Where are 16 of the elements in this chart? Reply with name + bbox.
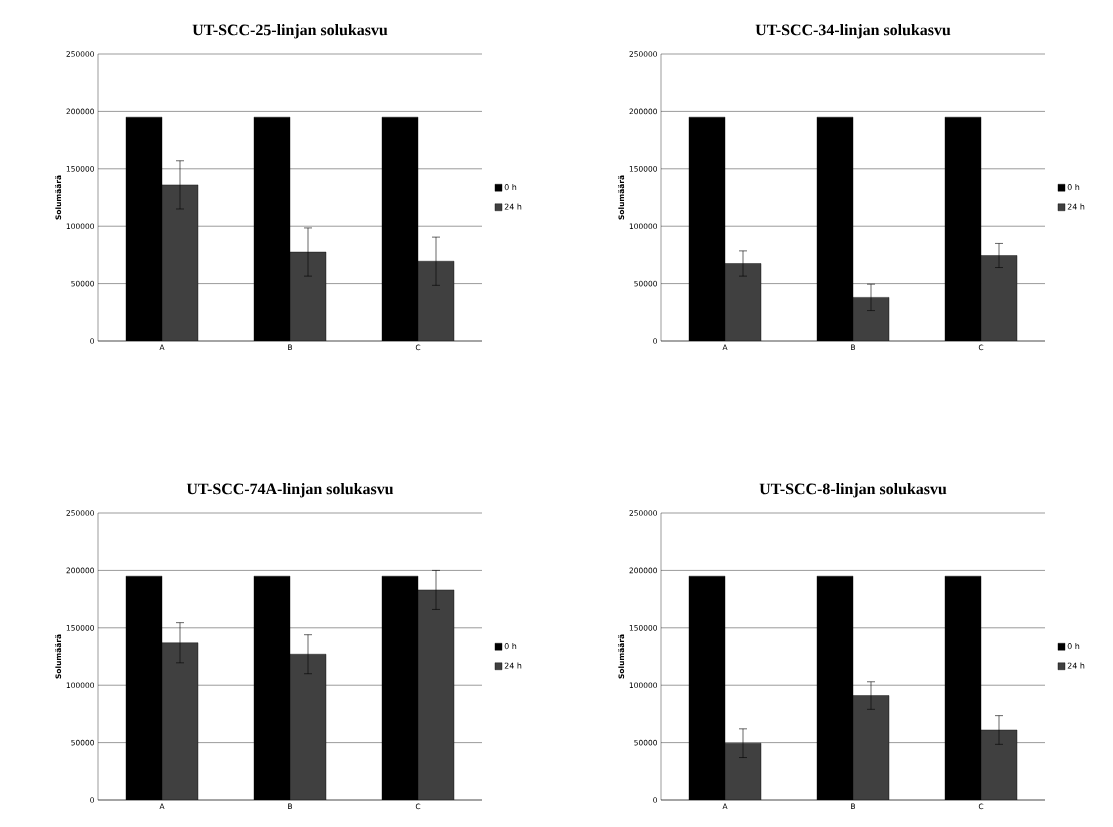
bar	[724, 742, 762, 801]
bar	[161, 642, 199, 801]
bar	[980, 255, 1018, 341]
bar	[417, 261, 455, 341]
bar	[417, 589, 455, 801]
chart-title: UT-SCC-8-linjan solukasvu	[759, 483, 947, 498]
chart-title: UT-SCC-25-linjan solukasvu	[192, 24, 388, 39]
bar	[852, 297, 890, 341]
chart-title: UT-SCC-34-linjan solukasvu	[755, 24, 951, 39]
bar	[289, 654, 327, 801]
bar	[161, 184, 199, 341]
bar	[724, 263, 762, 341]
bar	[852, 695, 890, 801]
bar	[289, 251, 327, 341]
chart-title: UT-SCC-74A-linjan solukasvu	[186, 483, 394, 498]
bar	[980, 729, 1018, 801]
